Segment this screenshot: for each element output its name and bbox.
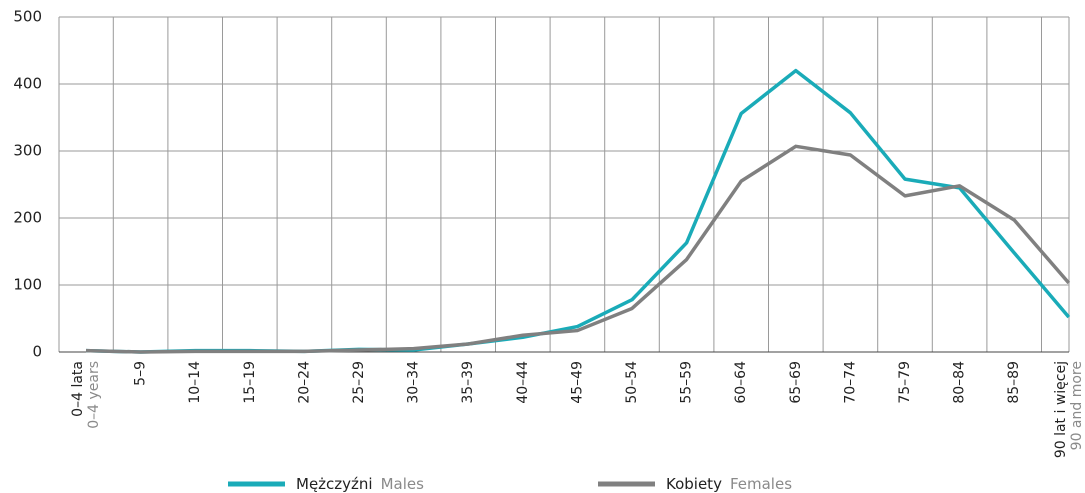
x-tick-label: 5–9 [133, 361, 149, 386]
y-tick-label: 300 [13, 142, 42, 160]
x-tick-label: 10–14 [187, 361, 203, 404]
x-tick-label: 20–24 [296, 361, 312, 404]
series-line [85, 144, 1071, 354]
legend-name: Kobiety [666, 475, 722, 493]
x-tick-label: 40–44 [515, 361, 531, 404]
x-tick-label: 85–89 [1006, 361, 1022, 404]
legend-label: Kobiety Females [666, 475, 792, 493]
legend-name-en: Males [381, 475, 425, 493]
x-tick-label: 55–59 [679, 361, 695, 404]
x-tick-label: 70–74 [842, 361, 858, 404]
x-tick-label-en: 90 and more [1069, 361, 1085, 450]
legend-item: Mężczyźni Males [228, 475, 424, 493]
x-tick-label: 75–79 [897, 361, 913, 404]
x-tick-label: 15–19 [242, 361, 258, 404]
y-tick-label: 100 [13, 276, 42, 294]
x-tick-label: 45–49 [569, 361, 585, 404]
series-line [85, 68, 1071, 354]
x-tick-label: 30–34 [406, 361, 422, 404]
legend-name-en: Females [730, 475, 792, 493]
x-tick-label: 25–29 [351, 361, 367, 404]
y-tick-label: 200 [13, 209, 42, 227]
x-tick-label: 65–69 [788, 361, 804, 404]
x-tick-label: 90 lat i więcej [1053, 361, 1069, 458]
x-tick-label: 60–64 [733, 361, 749, 404]
legend-item: Kobiety Females [598, 475, 792, 493]
x-tick-label: 35–39 [460, 361, 476, 404]
y-tick-label: 500 [13, 8, 42, 26]
y-tick-label: 400 [13, 75, 42, 93]
x-tick-label: 80–84 [952, 361, 968, 404]
x-tick-label: 50–54 [624, 361, 640, 404]
legend-label: Mężczyźni Males [296, 475, 424, 493]
y-tick-label: 0 [32, 343, 42, 361]
x-tick-label-en: 0–4 years [86, 361, 102, 429]
x-tick-label: 0–4 lata [70, 361, 86, 417]
legend-name: Mężczyźni [296, 475, 373, 493]
